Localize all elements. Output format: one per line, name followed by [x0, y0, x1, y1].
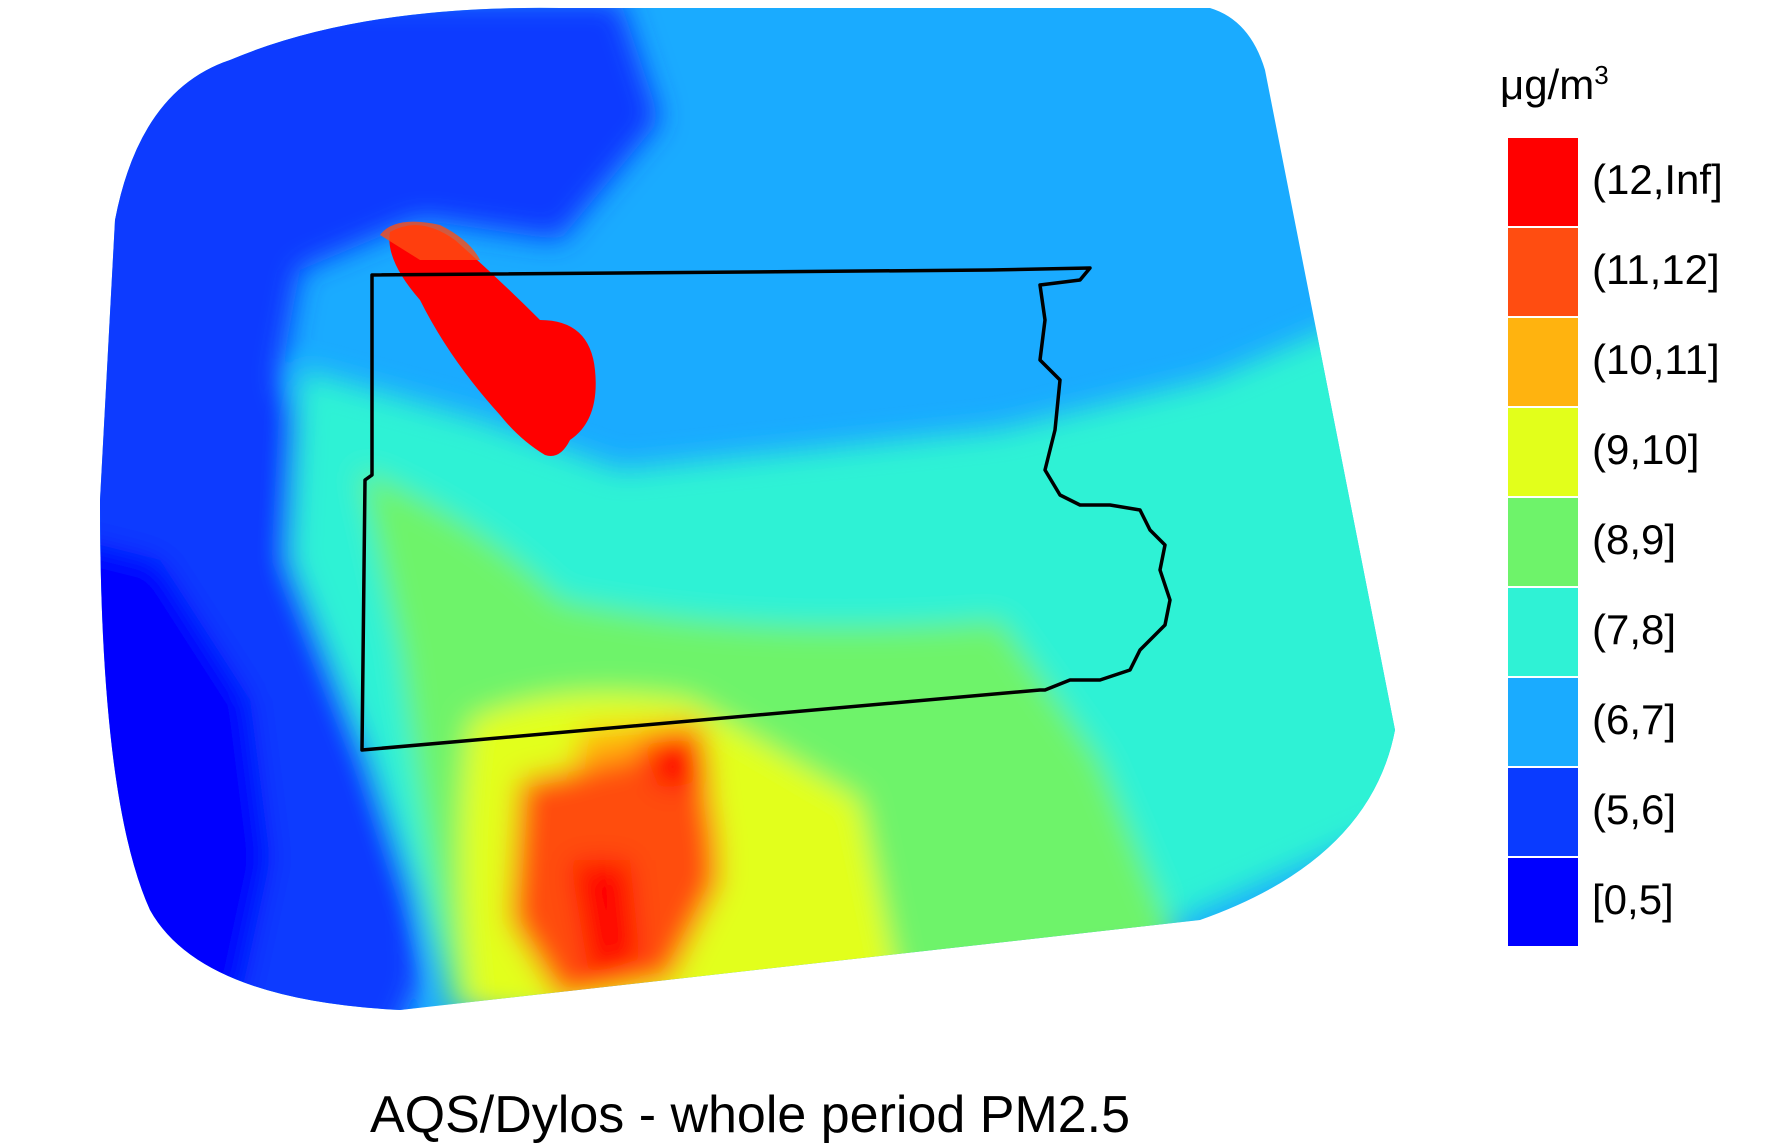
legend-item: (7,8]	[1500, 588, 1760, 678]
legend-item: (6,7]	[1500, 678, 1760, 768]
legend-label: (8,9]	[1592, 516, 1677, 563]
region-12-inf-plume	[389, 225, 596, 456]
legend-label: (10,11]	[1592, 336, 1720, 383]
legend-item: (8,9]	[1500, 498, 1760, 588]
legend-label: (11,12]	[1592, 246, 1720, 293]
concentration-field	[100, 7, 1395, 1010]
legend-label: (5,6]	[1592, 786, 1677, 833]
legend-item: [0,5]	[1500, 858, 1760, 948]
legend-label: (9,10]	[1592, 426, 1700, 473]
legend-unit-label: μg/m3	[1500, 60, 1609, 108]
figure-caption: AQS/Dylos - whole period PM2.5	[369, 1086, 1131, 1144]
legend-item: (5,6]	[1500, 768, 1760, 858]
legend-swatch	[1508, 678, 1578, 766]
region-12-inf-south-2	[570, 860, 640, 980]
legend-swatch	[1508, 768, 1578, 856]
plume-edge	[380, 221, 480, 260]
legend-swatch	[1508, 318, 1578, 406]
legend-swatch	[1508, 228, 1578, 316]
legend-label: (12,Inf]	[1592, 156, 1723, 203]
legend-item: (9,10]	[1500, 408, 1760, 498]
region-0-5	[100, 520, 270, 1010]
legend-swatch	[1508, 498, 1578, 586]
pm25-map	[100, 7, 1395, 1010]
legend-item: (12,Inf]	[1500, 138, 1760, 228]
legend-label: (6,7]	[1592, 696, 1677, 743]
legend-swatch	[1508, 588, 1578, 676]
legend-label: [0,5]	[1592, 876, 1674, 923]
legend-swatch	[1508, 138, 1578, 226]
legend-label: (7,8]	[1592, 606, 1677, 653]
legend-item: (11,12]	[1500, 228, 1760, 318]
legend-swatch	[1508, 858, 1578, 946]
state-boundary	[360, 266, 1172, 752]
legend-swatch	[1508, 408, 1578, 496]
region-12-inf-south	[640, 730, 710, 790]
legend-item: (10,11]	[1500, 318, 1760, 408]
